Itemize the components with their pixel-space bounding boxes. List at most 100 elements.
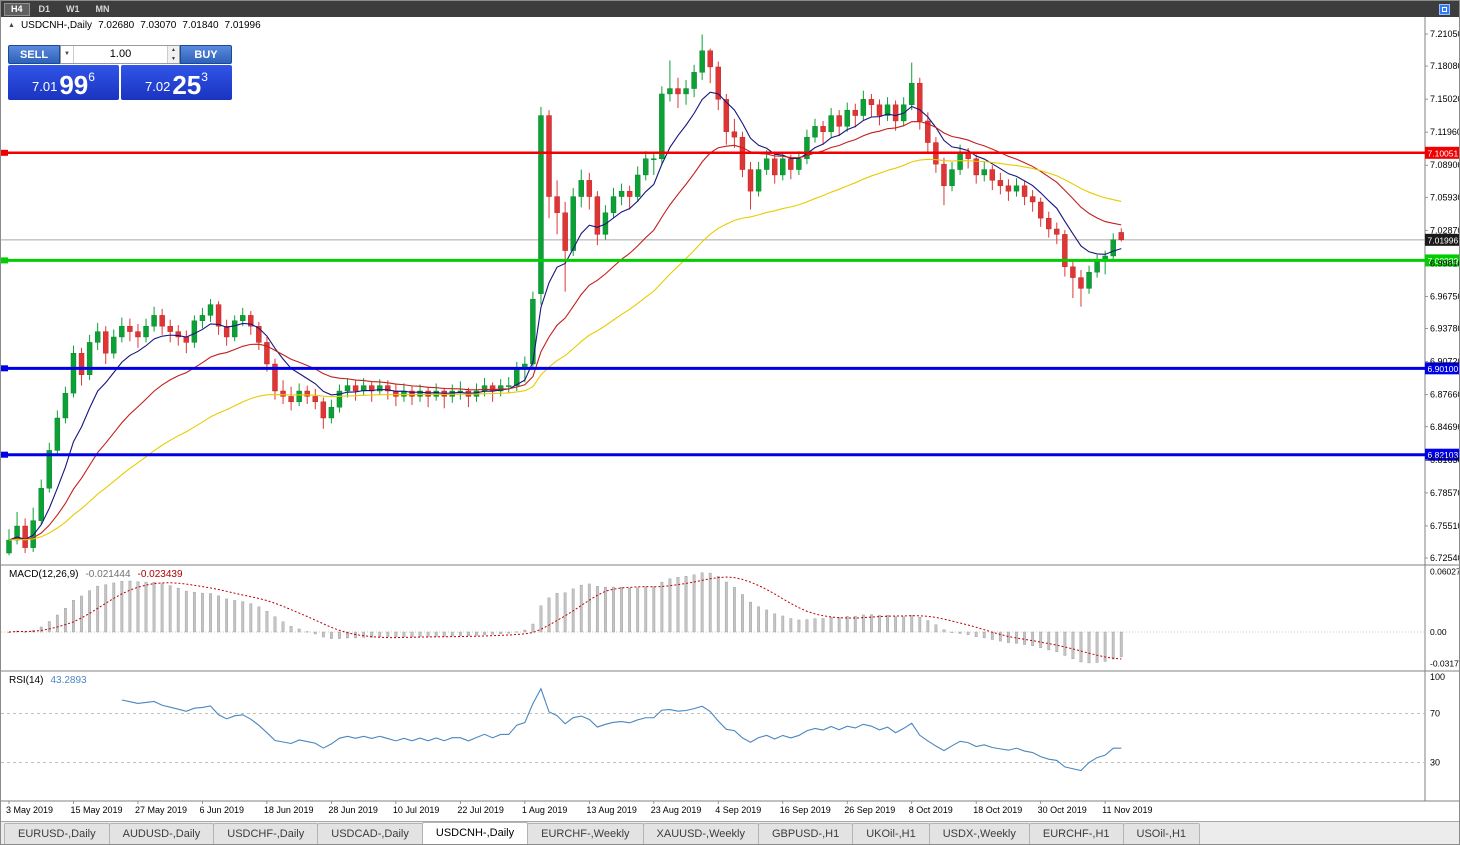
volume-increment-icon[interactable]: ▲: [168, 46, 179, 55]
macd-main-value: -0.021444: [85, 569, 131, 580]
timeframe-button-mn[interactable]: MN: [89, 3, 117, 16]
svg-text:28 Jun 2019: 28 Jun 2019: [328, 805, 378, 815]
price-tag: [1425, 362, 1459, 375]
chart-tab-usdcad-daily[interactable]: USDCAD-,Daily: [317, 823, 423, 844]
chart-tab-eurusd-daily[interactable]: EURUSD-,Daily: [4, 823, 110, 844]
ma-fast-line: [8, 91, 1122, 541]
date-axis[interactable]: 3 May 2019 15 May 2019 27 May 2019 6 Jun 20…: [6, 801, 1153, 815]
volume-spinner[interactable]: ▲ ▼: [167, 46, 179, 63]
rsi-name: RSI(14): [9, 675, 44, 686]
line-anchor[interactable]: [1, 149, 8, 156]
svg-text:27 May 2019: 27 May 2019: [135, 805, 187, 815]
line-anchor[interactable]: [1, 451, 8, 458]
svg-text:1 Aug 2019: 1 Aug 2019: [522, 805, 568, 815]
svg-text:6.87660: 6.87660: [1430, 390, 1460, 400]
svg-text:6.99810: 6.99810: [1430, 258, 1460, 268]
candles-layer: [6, 34, 1124, 556]
chart-tab-usdchf-daily[interactable]: USDCHF-,Daily: [213, 823, 319, 844]
svg-text:6 Jun 2019: 6 Jun 2019: [199, 805, 244, 815]
chart-tab-usdcnh-daily[interactable]: USDCNH-,Daily: [421, 822, 529, 844]
chart-tab-gbpusd-h1[interactable]: GBPUSD-,H1: [757, 823, 854, 844]
sell-price-display[interactable]: 7.01 99 6: [8, 65, 119, 100]
chart-tab-xauusd-weekly[interactable]: XAUUSD-,Weekly: [642, 823, 759, 844]
macd-scale-label: -0.031723: [1430, 659, 1460, 669]
chart-tab-eurchf-h1[interactable]: EURCHF-,H1: [1028, 823, 1124, 844]
svg-text:6.84690: 6.84690: [1430, 422, 1460, 432]
macd-name: MACD(12,26,9): [9, 569, 79, 580]
chart-symbol-label: USDCNH-,Daily: [20, 20, 93, 31]
chart-tab-usoil-h1[interactable]: USOil-,H1: [1122, 823, 1201, 844]
line-anchor[interactable]: [1, 257, 8, 264]
rsi-line: [121, 687, 1122, 772]
svg-text:6.78570: 6.78570: [1430, 488, 1460, 498]
volume-decrement-icon[interactable]: ▼: [168, 54, 179, 63]
svg-text:16 Sep 2019: 16 Sep 2019: [780, 805, 831, 815]
line-anchor[interactable]: [1, 365, 8, 372]
rsi-value: 43.2893: [50, 675, 87, 686]
volume-input[interactable]: ▼ 1.00 ▲ ▼: [60, 45, 180, 64]
window-icon[interactable]: [1439, 3, 1450, 15]
sell-price-prefix: 7.01: [32, 79, 58, 94]
sell-button[interactable]: SELL: [8, 45, 60, 64]
svg-text:11 Nov 2019: 11 Nov 2019: [1102, 805, 1152, 815]
svg-text:7.00089: 7.00089: [1428, 256, 1459, 266]
chart-window: 7.10051 7.00089 6.90100 6.82103 7.01996 7.210…: [1, 17, 1460, 823]
svg-text:7.11960: 7.11960: [1430, 127, 1460, 137]
macd-scale-label: 0.00: [1430, 627, 1447, 637]
price-tag: [1425, 254, 1459, 267]
collapse-arrow-icon[interactable]: ▲: [8, 22, 15, 29]
buy-price-pips: 25: [172, 70, 202, 100]
price-tag: [1425, 233, 1459, 246]
svg-text:22 Jul 2019: 22 Jul 2019: [457, 805, 504, 815]
svg-text:13 Aug 2019: 13 Aug 2019: [586, 805, 637, 815]
svg-text:7.15020: 7.15020: [1430, 94, 1460, 104]
chart-tab-audusd-daily[interactable]: AUDUSD-,Daily: [108, 823, 215, 844]
svg-text:6.72540: 6.72540: [1430, 553, 1460, 563]
macd-histogram: [7, 572, 1123, 664]
svg-text:18 Jun 2019: 18 Jun 2019: [264, 805, 314, 815]
svg-text:6.93780: 6.93780: [1430, 324, 1460, 334]
timeframe-button-h4[interactable]: H4: [4, 2, 30, 16]
ohlc-close-value: 7.01996: [224, 20, 261, 31]
svg-text:7.08900: 7.08900: [1430, 160, 1460, 170]
chart-tab-usdx-weekly[interactable]: USDX-,Weekly: [928, 823, 1030, 844]
svg-text:6.82103: 6.82103: [1428, 450, 1459, 460]
timeframe-button-d1[interactable]: D1: [32, 3, 58, 16]
buy-price-prefix: 7.02: [145, 79, 171, 94]
price-scale-labels: [1425, 33, 1428, 559]
chart-tab-eurchf-weekly[interactable]: EURCHF-,Weekly: [527, 823, 644, 844]
volume-dropdown-icon[interactable]: ▼: [61, 46, 74, 63]
svg-text:4 Sep 2019: 4 Sep 2019: [715, 805, 761, 815]
svg-text:8 Oct 2019: 8 Oct 2019: [909, 805, 953, 815]
volume-value[interactable]: 1.00: [109, 48, 132, 60]
timeframe-toolbar: H4 D1 W1 MN: [1, 1, 1459, 17]
svg-text:7.01996: 7.01996: [1428, 235, 1459, 245]
chart-tab-ukoil-h1[interactable]: UKOil-,H1: [852, 823, 930, 844]
svg-text:7.18080: 7.18080: [1430, 61, 1460, 71]
rsi-scale-label: 30: [1430, 757, 1440, 767]
rsi-scale-label: 70: [1430, 709, 1440, 719]
buy-price-display[interactable]: 7.02 25 3: [121, 65, 232, 100]
sell-price-point: 6: [88, 70, 95, 84]
svg-text:6.90720: 6.90720: [1430, 357, 1460, 367]
macd-signal-value: -0.023439: [137, 569, 183, 580]
svg-text:6.96750: 6.96750: [1430, 291, 1460, 301]
trade-prices-row: 7.01 99 6 7.02 25 3: [8, 65, 232, 100]
svg-text:6.81630: 6.81630: [1430, 455, 1460, 465]
svg-text:26 Sep 2019: 26 Sep 2019: [844, 805, 895, 815]
svg-text:7.21050: 7.21050: [1430, 29, 1460, 39]
timeframe-button-w1[interactable]: W1: [59, 3, 87, 16]
rsi-indicator-label: RSI(14) 43.2893: [9, 675, 87, 686]
svg-text:18 Oct 2019: 18 Oct 2019: [973, 805, 1022, 815]
chart-canvas[interactable]: 7.10051 7.00089 6.90100 6.82103 7.01996 7.210…: [1, 17, 1460, 823]
svg-text:6.75510: 6.75510: [1430, 521, 1460, 531]
buy-button[interactable]: BUY: [180, 45, 232, 64]
timeframe-buttons: H4 D1 W1 MN: [4, 2, 119, 16]
svg-text:7.05930: 7.05930: [1430, 192, 1460, 202]
macd-signal-line: [8, 576, 1122, 660]
svg-text:30 Oct 2019: 30 Oct 2019: [1038, 805, 1087, 815]
price-tag: [1425, 146, 1459, 159]
one-click-trading-panel: SELL ▼ 1.00 ▲ ▼ BUY 7.01 99 6: [8, 45, 232, 100]
ohlc-low-value: 7.01840: [182, 20, 219, 31]
